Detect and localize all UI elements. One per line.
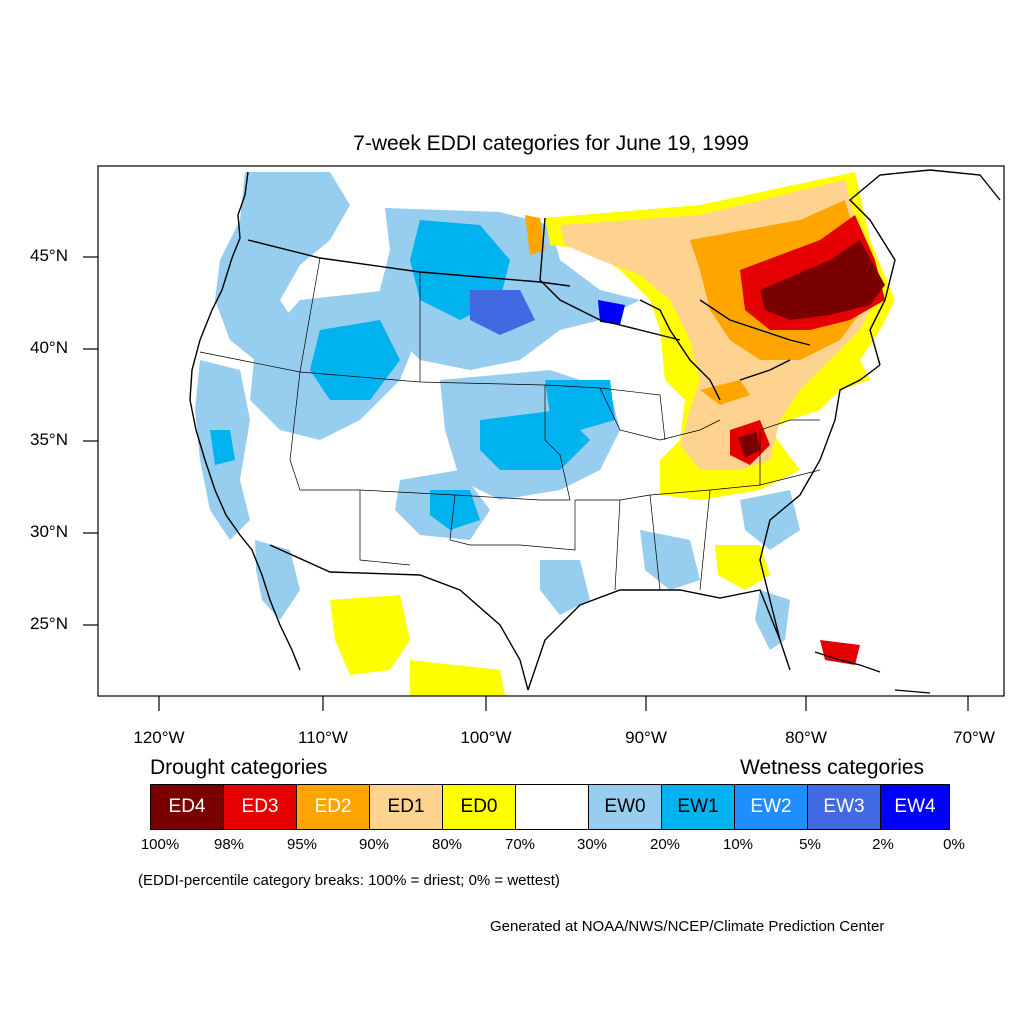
lat-label: 35°N [30,430,68,449]
legend-break: 90% [358,836,390,853]
wetness-categories-heading: Wetness categories [740,756,925,779]
lon-label: 100°W [460,728,512,747]
lon-label: 90°W [625,728,667,747]
legend-ed3: ED3 [223,784,297,830]
lon-label: 70°W [953,728,995,747]
legend-ed2: ED2 [296,784,370,830]
lat-label: 30°N [30,522,68,541]
legend-break: 20% [649,836,681,853]
drought-categories-heading: Drought categories [150,756,328,779]
lat-ticks [83,256,98,626]
state-boundaries [199,257,821,591]
legend-break: 98% [213,836,245,853]
lon-label: 120°W [133,728,185,747]
legend-ed0: ED0 [442,784,516,830]
legend-ew4: EW4 [880,784,950,830]
legend-break: 80% [431,836,463,853]
lat-label: 40°N [30,338,68,357]
legend-break: 30% [576,836,608,853]
lon-label: 80°W [785,728,827,747]
legend-break: 5% [799,836,821,853]
legend-break: 95% [286,836,318,853]
map-title: 7-week EDDI categories for June 19, 1999 [353,132,749,155]
legend-break: 2% [872,836,894,853]
legend-ew3: EW3 [807,784,881,830]
map-frame [97,165,1005,697]
legend-neutral [515,784,589,830]
lon-ticks [158,696,969,711]
legend-ew1: EW1 [661,784,735,830]
map-content [189,169,1001,696]
legend-ed4: ED4 [150,784,224,830]
legend-ew0: EW0 [588,784,662,830]
coastline-borders [189,169,1001,691]
legend-break: 0% [943,836,965,853]
legend-ew2: EW2 [734,784,808,830]
legend-break: 100% [140,836,180,853]
caribbean-islands [814,651,931,694]
legend-break: 70% [504,836,536,853]
credit-line: Generated at NOAA/NWS/NCEP/Climate Predi… [490,918,885,935]
lat-label: 25°N [30,614,68,633]
drought-regions [330,172,895,696]
category-breaks-note: (EDDI-percentile category breaks: 100% =… [138,872,560,889]
legend-break: 10% [722,836,754,853]
legend-ed1: ED1 [369,784,443,830]
lon-label: 110°W [298,728,348,747]
lat-label: 45°N [30,246,68,265]
